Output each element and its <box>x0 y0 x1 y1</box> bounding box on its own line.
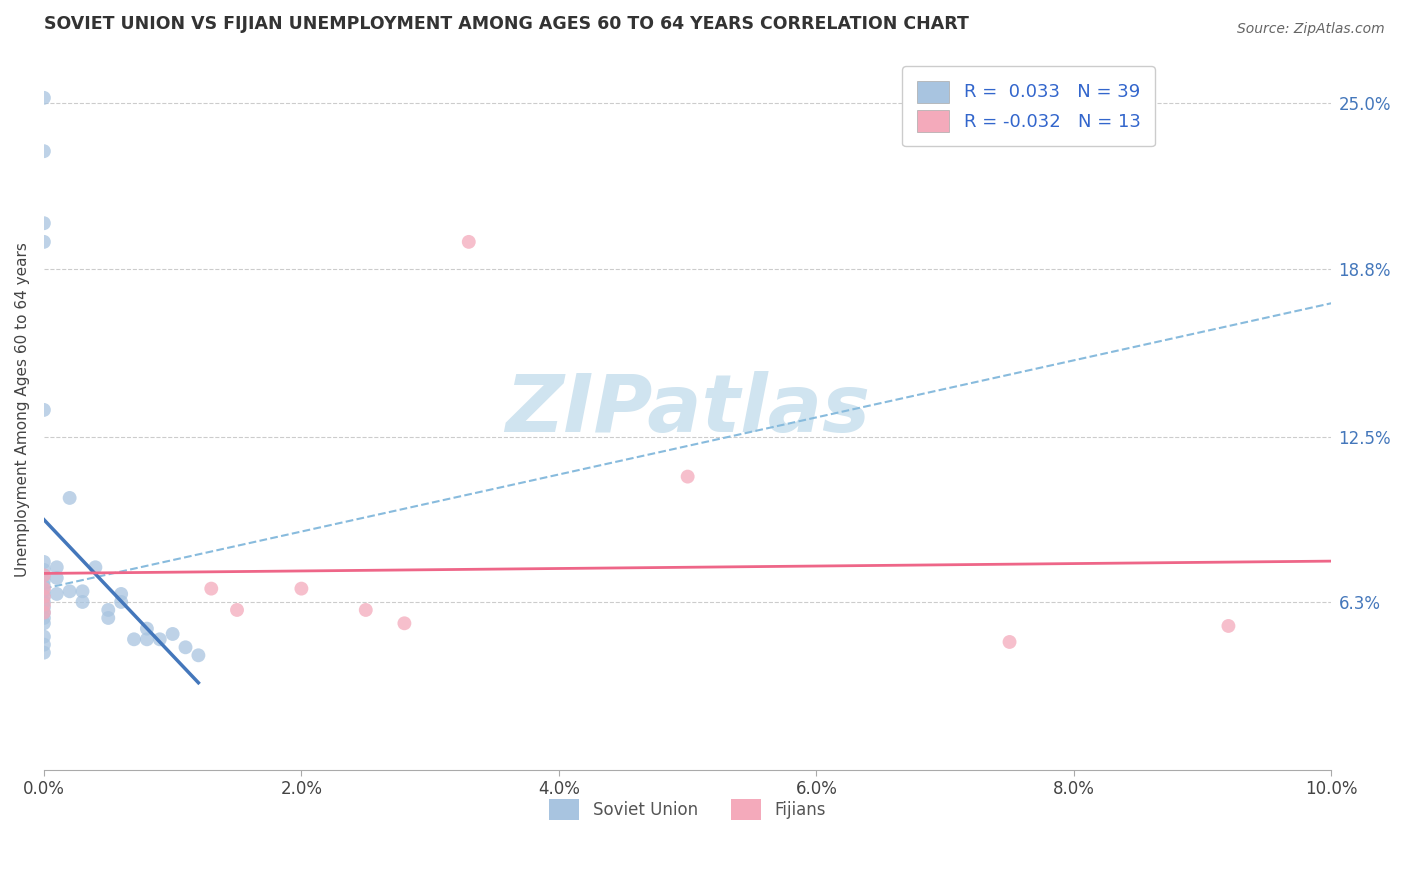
Point <box>32 590 55 604</box>
Point <box>149 632 172 647</box>
Point <box>97 611 120 625</box>
Point <box>226 603 249 617</box>
Point <box>32 598 55 612</box>
Point <box>110 595 132 609</box>
Point <box>59 491 82 505</box>
Point <box>72 584 94 599</box>
Point <box>45 587 67 601</box>
Point <box>32 630 55 644</box>
Point <box>32 616 55 631</box>
Point <box>32 600 55 615</box>
Point <box>110 587 132 601</box>
Point <box>457 235 479 249</box>
Point <box>394 616 416 631</box>
Point <box>174 640 197 655</box>
Point <box>122 632 145 647</box>
Point <box>354 603 377 617</box>
Point <box>59 584 82 599</box>
Point <box>32 582 55 596</box>
Point <box>32 235 55 249</box>
Point <box>32 555 55 569</box>
Point <box>32 568 55 582</box>
Legend: Soviet Union, Fijians: Soviet Union, Fijians <box>543 793 832 827</box>
Y-axis label: Unemployment Among Ages 60 to 64 years: Unemployment Among Ages 60 to 64 years <box>15 243 30 577</box>
Point <box>1218 619 1240 633</box>
Point <box>45 571 67 585</box>
Point <box>290 582 312 596</box>
Point <box>72 595 94 609</box>
Point <box>32 574 55 588</box>
Point <box>32 403 55 417</box>
Point <box>84 560 107 574</box>
Point <box>135 632 157 647</box>
Point <box>32 638 55 652</box>
Point <box>32 91 55 105</box>
Point <box>162 627 184 641</box>
Point <box>32 216 55 230</box>
Point <box>32 611 55 625</box>
Text: SOVIET UNION VS FIJIAN UNEMPLOYMENT AMONG AGES 60 TO 64 YEARS CORRELATION CHART: SOVIET UNION VS FIJIAN UNEMPLOYMENT AMON… <box>44 15 969 33</box>
Point <box>32 584 55 599</box>
Point <box>32 606 55 620</box>
Point <box>32 144 55 158</box>
Point <box>676 469 699 483</box>
Point <box>32 595 55 609</box>
Point <box>32 590 55 604</box>
Point <box>187 648 209 663</box>
Point <box>32 646 55 660</box>
Text: ZIPatlas: ZIPatlas <box>505 371 870 449</box>
Text: Source: ZipAtlas.com: Source: ZipAtlas.com <box>1237 22 1385 37</box>
Point <box>97 603 120 617</box>
Point <box>998 635 1021 649</box>
Point <box>32 568 55 582</box>
Point <box>135 622 157 636</box>
Point <box>32 563 55 577</box>
Point <box>45 560 67 574</box>
Point <box>200 582 222 596</box>
Point <box>32 579 55 593</box>
Point <box>32 606 55 620</box>
